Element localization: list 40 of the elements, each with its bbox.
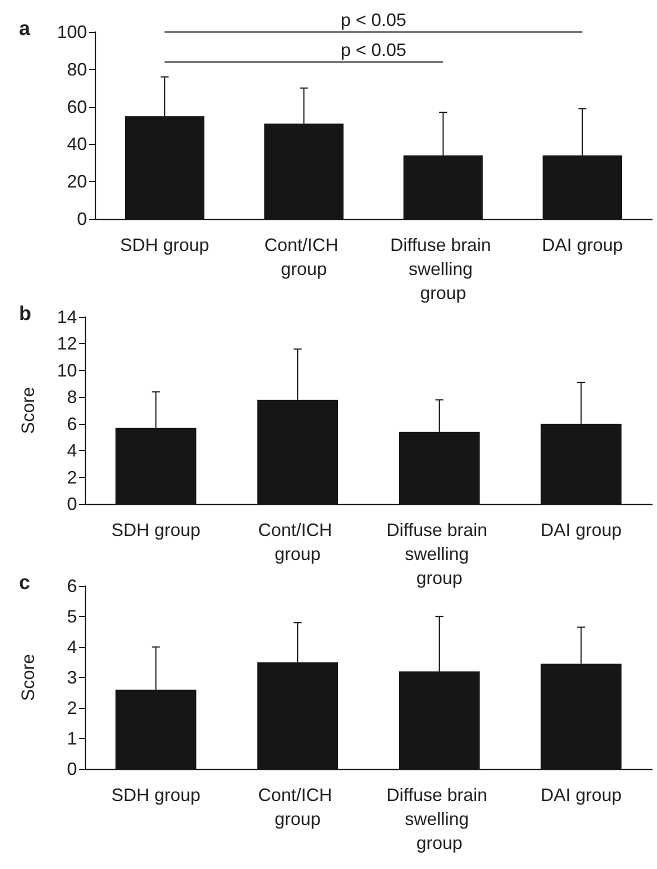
chart-title: a	[19, 18, 31, 40]
y-tick-label: 80	[66, 59, 87, 80]
x-tick-label: SDH group	[111, 520, 200, 540]
y-tick-label: 14	[56, 307, 77, 327]
chart-title: c	[19, 572, 30, 594]
y-axis-title: Score	[18, 386, 38, 434]
y-tick-label: 4	[66, 440, 77, 461]
y-tick-label: 20	[66, 172, 87, 192]
y-tick-label: 0	[66, 494, 77, 514]
y-tick-label: 2	[66, 698, 77, 718]
y-tick-label: 6	[66, 414, 77, 434]
x-tick-label: SDH group	[111, 785, 200, 805]
text: p < 0.05	[340, 10, 406, 30]
x-tick-label: DAI group	[540, 520, 622, 540]
x-tick-label: DAI group	[542, 235, 623, 255]
y-tick-label: 10	[56, 360, 77, 380]
chart-title: b	[19, 303, 32, 325]
y-tick-label: 2	[66, 467, 77, 488]
y-tick-label: 12	[56, 334, 77, 354]
y-axis-title: Score	[18, 654, 38, 702]
y-tick-label: 4	[66, 637, 77, 657]
x-tick-label: Cont/ICH group	[258, 785, 338, 829]
y-tick-label: 5	[66, 606, 77, 626]
y-tick-label: 6	[66, 576, 77, 596]
y-tick-label: 8	[66, 387, 77, 408]
x-tick-label: Cont/ICH group	[258, 520, 338, 564]
x-tick-label: Cont/ICH group	[264, 235, 344, 279]
x-tick-label: SDH group	[120, 235, 210, 255]
y-tick-label: 1	[66, 728, 77, 748]
y-tick-label: 0	[66, 759, 77, 779]
y-tick-label: 3	[66, 668, 77, 688]
y-tick-label: 0	[76, 209, 87, 229]
x-tick-label: Diffuse brain swelling group	[390, 235, 496, 303]
y-tick-label: 40	[66, 134, 87, 154]
y-tick-label: 60	[66, 96, 87, 117]
x-tick-label: Diffuse brain swelling group	[386, 520, 492, 588]
x-tick-label: Diffuse brain swelling group	[386, 785, 492, 853]
x-tick-label: DAI group	[540, 785, 622, 805]
y-tick-label: 100	[56, 22, 87, 42]
annotation: p < 0.05	[340, 40, 406, 60]
